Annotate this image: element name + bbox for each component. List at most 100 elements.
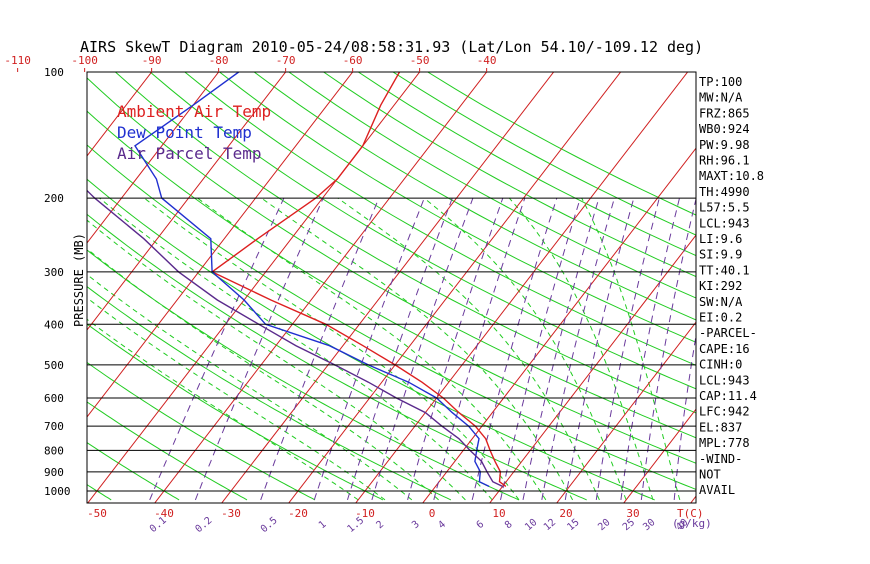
isotherm-line (0, 53, 300, 509)
bottom-tick-label: 10 (492, 507, 505, 520)
y-axis-label: PRESSURE (MB) (72, 233, 86, 327)
side-panel-item: -WIND- (699, 452, 742, 466)
pressure-tick-label: 100 (44, 66, 64, 79)
side-panel-item: EL:837 (699, 420, 742, 434)
dry-adiabat-line (428, 72, 870, 500)
legend-entry: Dew Point Temp (117, 123, 252, 142)
mixing-ratio-line (523, 198, 599, 500)
mixing-ratio-label: 20 (596, 517, 612, 533)
side-panel-item: CAP:11.4 (699, 389, 757, 403)
side-panel-item: -PARCEL- (699, 326, 757, 340)
pressure-tick-label: 1000 (44, 485, 71, 498)
mixing-ratio-label: 4 (436, 519, 448, 531)
top-tick-label: -80 (209, 54, 229, 67)
moist-adiabat-line (338, 198, 600, 500)
side-panel-item: MW:N/A (699, 91, 743, 105)
mixing-ratio-label: 1 (317, 519, 329, 531)
top-tick-label: -50 (410, 54, 430, 67)
dry-adiabat-line (0, 72, 111, 500)
side-panel-item: L57:5.5 (699, 201, 750, 215)
moist-adiabat-line (424, 198, 626, 500)
legend-entry: Ambient Air Temp (117, 102, 271, 121)
dry-adiabat-line (220, 72, 870, 500)
dry-adiabat-line (150, 72, 870, 500)
side-panel-item: SW:N/A (699, 295, 743, 309)
dry-adiabat-line (358, 72, 870, 500)
side-panel-item: MAXT:10.8 (699, 169, 764, 183)
side-panel-item: KI:292 (699, 279, 742, 293)
dry-adiabat-line (254, 72, 870, 500)
mixing-ratio-line (261, 198, 379, 500)
side-panel-item: PW:9.98 (699, 138, 750, 152)
side-panel-item: LFC:942 (699, 405, 750, 419)
side-panel-item: TT:40.1 (699, 263, 750, 277)
isotherm-line (754, 53, 870, 509)
dry-adiabat-line (289, 72, 870, 500)
bottom-tick-label: -20 (288, 507, 308, 520)
pressure-tick-label: 400 (44, 318, 64, 331)
dry-adiabat-line (185, 72, 870, 500)
top-tick-label: -40 (477, 54, 497, 67)
side-panel-item: EI:0.2 (699, 311, 742, 325)
pressure-tick-label: 900 (44, 466, 64, 479)
mixing-ratio-label: 10 (523, 517, 539, 533)
side-panel-item: TH:4990 (699, 185, 750, 199)
mixing-ratio-unit-label: (g/kg) (672, 517, 712, 530)
top-tick-label: -100 (71, 54, 98, 67)
pressure-tick-label: 800 (44, 444, 64, 457)
mixing-ratio-label: 30 (641, 517, 657, 533)
moist-adiabat-line (28, 198, 438, 500)
bottom-tick-label: -30 (221, 507, 241, 520)
top-tick-label: -60 (343, 54, 363, 67)
side-panel-item: SI:9.9 (699, 248, 742, 262)
side-panel-item: FRZ:865 (699, 106, 750, 120)
dry-adiabat-line (0, 72, 43, 500)
top-tick-label: -110 (4, 54, 31, 67)
bottom-tick-label: 0 (429, 507, 436, 520)
mixing-ratio-label: 2 (374, 519, 386, 531)
pressure-tick-label: 500 (44, 359, 64, 372)
dry-adiabat-line (0, 72, 655, 500)
isotherm-line (486, 53, 837, 509)
moist-adiabat-line (198, 198, 546, 500)
pressure-tick-label: 300 (44, 266, 64, 279)
mixing-ratio-line (434, 198, 525, 500)
side-panel-item: CINH:0 (699, 358, 742, 372)
side-panel-item: NOT (699, 468, 721, 482)
side-panel-item: CAPE:16 (699, 342, 750, 356)
top-tick-label: -70 (276, 54, 296, 67)
legend-entry: Air Parcel Temp (117, 144, 262, 163)
side-panel-item: RH:96.1 (699, 154, 750, 168)
moist-adiabat-line (509, 198, 653, 500)
moist-adiabat-line (582, 198, 680, 500)
dry-adiabat-line (324, 72, 870, 500)
pressure-tick-label: 600 (44, 392, 64, 405)
side-panel-item: LCL:943 (699, 373, 750, 387)
mixing-ratio-label: 0.5 (259, 515, 280, 535)
side-panel-item: LI:9.6 (699, 232, 742, 246)
isotherm-line (17, 53, 368, 509)
mixing-ratio-label: 12 (542, 517, 558, 533)
isotherm-line (0, 53, 233, 509)
side-panel-item: WB0:924 (699, 122, 750, 136)
moist-adiabat-line (144, 198, 519, 500)
bottom-tick-label: 20 (559, 507, 572, 520)
pressure-tick-label: 700 (44, 420, 64, 433)
side-panel-item: LCL:943 (699, 216, 750, 230)
mixing-ratio-label: 6 (475, 519, 487, 531)
top-tick-label: -90 (142, 54, 162, 67)
mixing-ratio-line (596, 198, 659, 500)
bottom-tick-label: -50 (87, 507, 107, 520)
mixing-ratio-label: 0.2 (194, 515, 215, 535)
mixing-ratio-label: 3 (410, 519, 422, 531)
side-panel-item: TP:100 (699, 75, 742, 89)
side-panel-item: MPL:778 (699, 436, 750, 450)
mixing-ratio-line (621, 198, 680, 500)
side-panel-item: AVAIL (699, 483, 735, 497)
chart-title: AIRS SkewT Diagram 2010-05-24/08:58:31.9… (80, 38, 703, 56)
mixing-ratio-line (348, 198, 453, 500)
pressure-tick-label: 200 (44, 192, 64, 205)
isotherm-line (151, 53, 502, 509)
